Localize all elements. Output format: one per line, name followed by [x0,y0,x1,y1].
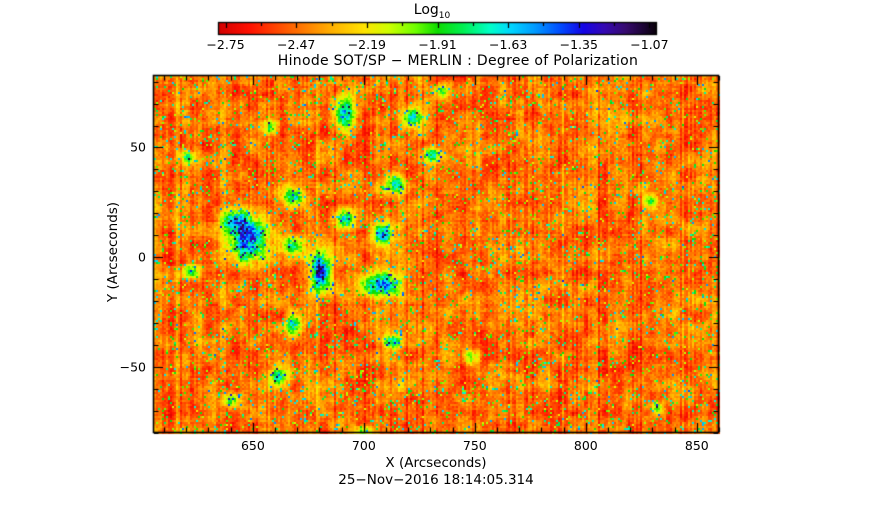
x-axis-tick-label: 750 [462,438,487,453]
colorbar-tick-label: −1.07 [630,37,669,52]
y-axis-tick-label: 50 [130,139,146,155]
colorbar-tick-label: −2.19 [347,37,386,52]
colorbar-tick-label: −1.63 [488,37,528,52]
y-axis-label: Y (Arcseconds) [105,201,121,303]
colorbar-title: Log10 [414,2,450,21]
colorbar-tick-label: −1.91 [418,37,457,52]
y-axis-tick-label: 0 [138,249,146,265]
observation-timestamp: 25−Nov−2016 18:14:05.314 [338,472,534,488]
colorbar-title-subscript: 10 [438,10,451,21]
colorbar-tick-label: −1.35 [559,37,598,52]
y-axis-tick-label: −50 [119,359,146,375]
colorbar-tick-label: −2.47 [277,37,316,52]
chart-title: Hinode SOT/SP − MERLIN : Degree of Polar… [277,53,639,69]
x-axis-tick-label: 800 [573,438,598,453]
colorbar-title-text: Log [413,2,439,18]
colorbar-tick-label: −2.75 [206,37,245,52]
x-axis-tick-label: 850 [684,438,709,453]
x-axis-tick-label: 650 [240,438,265,453]
x-axis-label: X (Arcseconds) [385,455,487,471]
x-axis-tick-label: 700 [351,438,376,453]
